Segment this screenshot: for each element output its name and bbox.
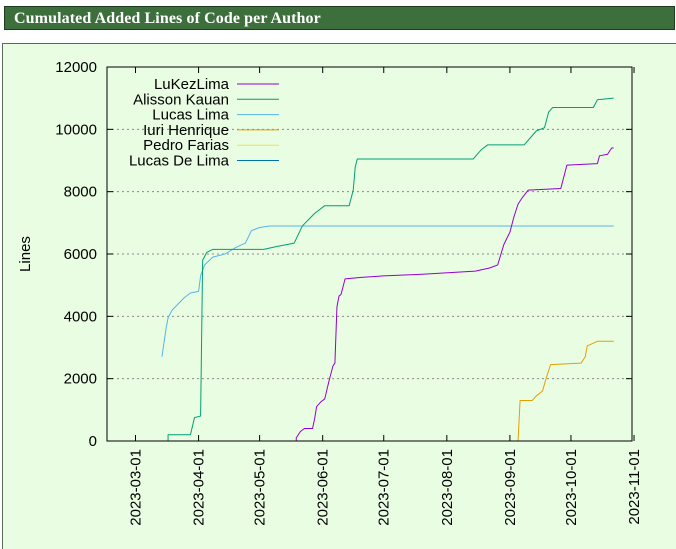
y-tick-label: 10000 (55, 121, 97, 138)
axis-ticks: 0 2000 4000 6000 8000 10000 12000 2023-03-01 202… (55, 59, 643, 526)
y-tick-label: 6000 (64, 246, 97, 263)
x-tick-label: 2023-05-01 (252, 449, 269, 526)
x-tick-label: 2023-04-01 (191, 449, 208, 526)
x-tick-label: 2023-07-01 (376, 449, 393, 526)
series-line-alisson-kauan (167, 97, 614, 441)
legend-label: Iuri Henrique (143, 122, 229, 139)
x-tick-label: 2023-03-01 (127, 449, 144, 526)
x-tick-label: 2023-10-01 (563, 449, 580, 526)
legend-label: LuKezLima (154, 76, 230, 93)
x-tick-label: 2023-08-01 (439, 449, 456, 526)
series-line-iuri-henrique (216, 340, 614, 442)
x-tick-label: 2023-11-01 (626, 449, 643, 525)
y-axis-label: Lines (17, 236, 34, 272)
x-tick-label: 2023-06-01 (315, 449, 332, 526)
series-line-lukezlima (295, 147, 614, 441)
series-lines (161, 97, 614, 442)
x-tick-label: 2023-09-01 (502, 449, 519, 526)
legend-label: Alisson Kauan (133, 91, 229, 108)
y-tick-label: 2000 (64, 371, 97, 388)
legend-label: Lucas De Lima (129, 153, 230, 170)
page-title: Cumulated Added Lines of Code per Author (14, 10, 321, 27)
legend-label: Lucas Lima (152, 107, 229, 124)
title-bar: Cumulated Added Lines of Code per Author (4, 6, 675, 30)
legend-label: Pedro Farias (143, 137, 229, 154)
y-tick-label: 4000 (64, 308, 97, 325)
series-line-lucas-lima (161, 225, 614, 357)
y-tick-label: 0 (89, 433, 97, 450)
y-tick-label: 8000 (64, 184, 97, 201)
y-tick-label: 12000 (55, 59, 97, 76)
